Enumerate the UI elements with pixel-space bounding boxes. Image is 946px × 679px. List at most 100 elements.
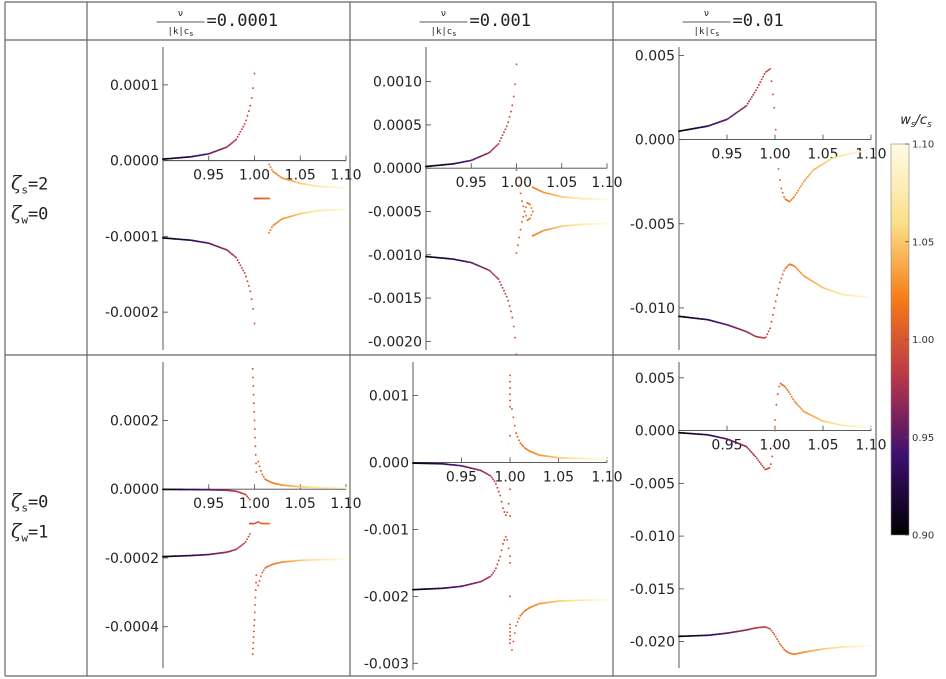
data-point [771,631,774,634]
data-point [520,200,523,203]
data-point [797,189,800,192]
data-point [750,451,753,454]
data-point [178,555,181,557]
data-point [829,158,832,161]
data-point [687,316,690,319]
data-point [781,383,783,386]
data-point [686,316,689,319]
panel-r1-c1: 0.001 0.000 -0.001 -0.002 -0.003 0.95 1.00 1.05… [364,362,623,672]
data-point [576,599,579,602]
data-point [285,560,287,563]
data-point [606,222,608,225]
data-point [727,117,729,120]
data-point [746,331,749,334]
data-point [587,197,590,200]
data-point [687,635,690,637]
data-point [343,208,346,211]
x-tick-label: 0.95 [193,168,224,184]
y-tick-label: -0.0002 [105,551,159,567]
data-point [246,538,249,541]
data-point [745,104,748,107]
data-point [318,558,321,561]
data-point [604,198,607,201]
data-point [805,650,808,653]
series-2 [509,374,511,645]
data-point [307,559,310,562]
data-point [757,459,760,462]
data-point [258,465,261,468]
x-tick-label: 0.95 [711,438,742,454]
data-point [809,650,812,652]
data-point [494,482,497,485]
data-point [197,554,199,557]
data-point [708,634,711,637]
data-point [511,104,514,107]
data-point [564,224,566,227]
data-point [796,403,799,406]
data-point [239,130,242,133]
data-point [679,431,682,434]
data-point [763,626,766,628]
data-point [813,649,816,652]
data-point [823,647,826,650]
data-point [741,107,744,110]
data-point [787,391,790,393]
data-point [249,104,252,107]
data-point [865,149,868,152]
data-point [773,106,776,109]
data-point [342,186,345,189]
data-point [776,393,779,396]
data-point [458,585,461,588]
data-point [747,448,750,450]
data-point [763,337,766,340]
data-point [170,237,173,240]
data-point [232,489,235,492]
data-point [447,586,450,589]
data-point [543,454,546,457]
data-point [195,240,198,243]
data-point [262,522,265,525]
data-point [440,462,443,465]
colorbar-tick-label: 0.95 [912,433,934,444]
data-point [509,595,511,598]
data-point [843,424,846,427]
data-point [704,634,707,637]
data-point [529,217,532,220]
x-tick-label: 1.00 [759,147,790,163]
data-point [311,558,314,561]
data-point [315,558,318,561]
data-point [857,295,860,298]
data-point [241,543,244,546]
data-point [540,602,543,605]
data-point [797,269,800,271]
data-point [685,432,687,435]
data-point [693,634,696,637]
data-point [455,585,458,588]
data-point [333,486,336,489]
data-point [293,559,296,562]
data-point [166,237,169,240]
data-point [436,164,439,167]
data-point [307,486,310,489]
data-point [255,462,257,465]
data-point [593,599,596,601]
data-point [310,184,313,187]
data-point [223,489,226,492]
data-point [200,240,202,243]
data-point [713,633,715,636]
data-point [575,197,578,200]
data-point [693,432,696,435]
data-point [519,614,522,617]
data-point [526,448,529,451]
data-point [164,555,167,558]
data-point [815,282,818,285]
data-point [843,293,846,296]
data-point [717,633,720,636]
data-point [805,177,808,180]
data-point [300,182,303,185]
data-point [199,488,202,491]
data-point [722,632,725,635]
data-point [746,446,749,449]
series-4 [531,186,608,201]
data-point [254,453,257,456]
